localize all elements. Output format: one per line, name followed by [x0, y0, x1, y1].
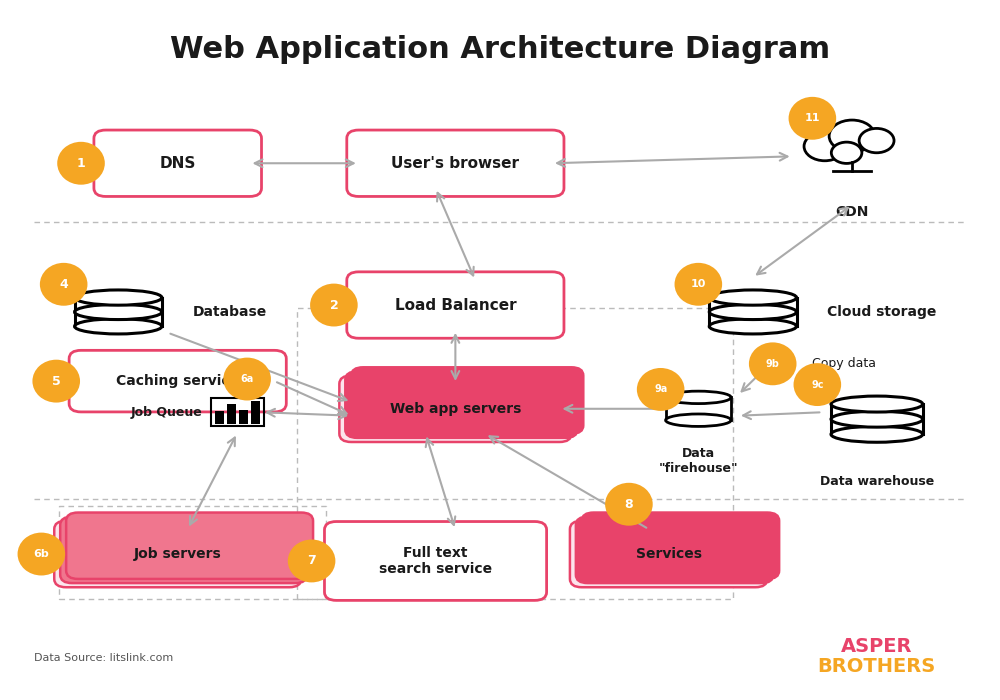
Ellipse shape — [223, 358, 271, 400]
Text: 6b: 6b — [33, 549, 49, 559]
FancyBboxPatch shape — [570, 521, 767, 587]
Text: Database: Database — [193, 305, 267, 319]
Text: User's browser: User's browser — [391, 156, 519, 171]
Ellipse shape — [637, 368, 684, 411]
Ellipse shape — [18, 533, 65, 575]
Circle shape — [829, 120, 875, 152]
Circle shape — [804, 132, 845, 161]
Ellipse shape — [666, 391, 731, 404]
FancyBboxPatch shape — [582, 512, 779, 579]
Ellipse shape — [789, 97, 836, 140]
Circle shape — [859, 128, 894, 153]
FancyBboxPatch shape — [54, 521, 301, 587]
Ellipse shape — [605, 483, 653, 526]
Ellipse shape — [749, 342, 797, 385]
Text: 2: 2 — [330, 298, 338, 312]
Text: 11: 11 — [805, 113, 820, 123]
Ellipse shape — [709, 290, 797, 305]
Ellipse shape — [709, 318, 797, 334]
Ellipse shape — [32, 360, 80, 402]
Text: 6a: 6a — [240, 374, 254, 384]
Text: DNS: DNS — [160, 156, 196, 171]
Text: BROTHERS: BROTHERS — [818, 657, 936, 676]
Text: Full text
search service: Full text search service — [379, 546, 492, 576]
Bar — [227, 405, 236, 424]
FancyBboxPatch shape — [347, 272, 564, 338]
Text: 10: 10 — [691, 279, 706, 289]
Ellipse shape — [75, 304, 162, 320]
Text: 8: 8 — [625, 498, 633, 511]
Bar — [211, 398, 264, 426]
Bar — [215, 411, 224, 424]
Ellipse shape — [288, 540, 335, 582]
Ellipse shape — [831, 396, 923, 412]
Text: 9c: 9c — [811, 379, 824, 390]
Ellipse shape — [831, 411, 923, 427]
Text: 9b: 9b — [766, 359, 780, 369]
Bar — [251, 401, 260, 424]
FancyBboxPatch shape — [324, 522, 547, 601]
FancyBboxPatch shape — [60, 517, 307, 583]
Ellipse shape — [831, 426, 923, 442]
Text: CDN: CDN — [835, 204, 869, 218]
Text: Load Balancer: Load Balancer — [395, 298, 516, 312]
Ellipse shape — [310, 284, 358, 326]
Text: ASPER: ASPER — [841, 636, 913, 655]
Text: 1: 1 — [77, 157, 85, 170]
Text: 5: 5 — [52, 374, 61, 388]
FancyBboxPatch shape — [94, 130, 262, 197]
Text: 4: 4 — [59, 278, 68, 290]
Text: Data Source: litslink.com: Data Source: litslink.com — [34, 653, 173, 663]
Text: Cloud storage: Cloud storage — [827, 305, 937, 319]
Text: Data warehouse: Data warehouse — [820, 475, 934, 488]
Ellipse shape — [675, 262, 722, 306]
Ellipse shape — [57, 142, 105, 185]
Ellipse shape — [75, 290, 162, 305]
FancyBboxPatch shape — [351, 368, 583, 434]
Ellipse shape — [75, 318, 162, 334]
Ellipse shape — [794, 363, 841, 406]
FancyBboxPatch shape — [576, 517, 773, 583]
Text: 9a: 9a — [654, 384, 667, 394]
FancyBboxPatch shape — [345, 372, 577, 438]
Ellipse shape — [40, 262, 87, 306]
FancyBboxPatch shape — [69, 350, 286, 412]
Text: Job Queue: Job Queue — [131, 406, 202, 419]
FancyBboxPatch shape — [347, 130, 564, 197]
Text: Web Application Architecture Diagram: Web Application Architecture Diagram — [170, 34, 830, 64]
Text: Copy data: Copy data — [812, 357, 876, 370]
FancyBboxPatch shape — [339, 376, 571, 442]
Text: Job servers: Job servers — [134, 547, 222, 561]
Text: Services: Services — [636, 547, 702, 561]
Circle shape — [831, 142, 862, 163]
Ellipse shape — [709, 304, 797, 320]
Text: Caching service: Caching service — [116, 374, 239, 388]
Text: Web app servers: Web app servers — [390, 402, 521, 416]
Text: Data
"firehouse": Data "firehouse" — [659, 447, 738, 475]
FancyBboxPatch shape — [66, 512, 313, 579]
Ellipse shape — [666, 414, 731, 426]
Text: 7: 7 — [307, 554, 316, 568]
Bar — [239, 410, 248, 424]
